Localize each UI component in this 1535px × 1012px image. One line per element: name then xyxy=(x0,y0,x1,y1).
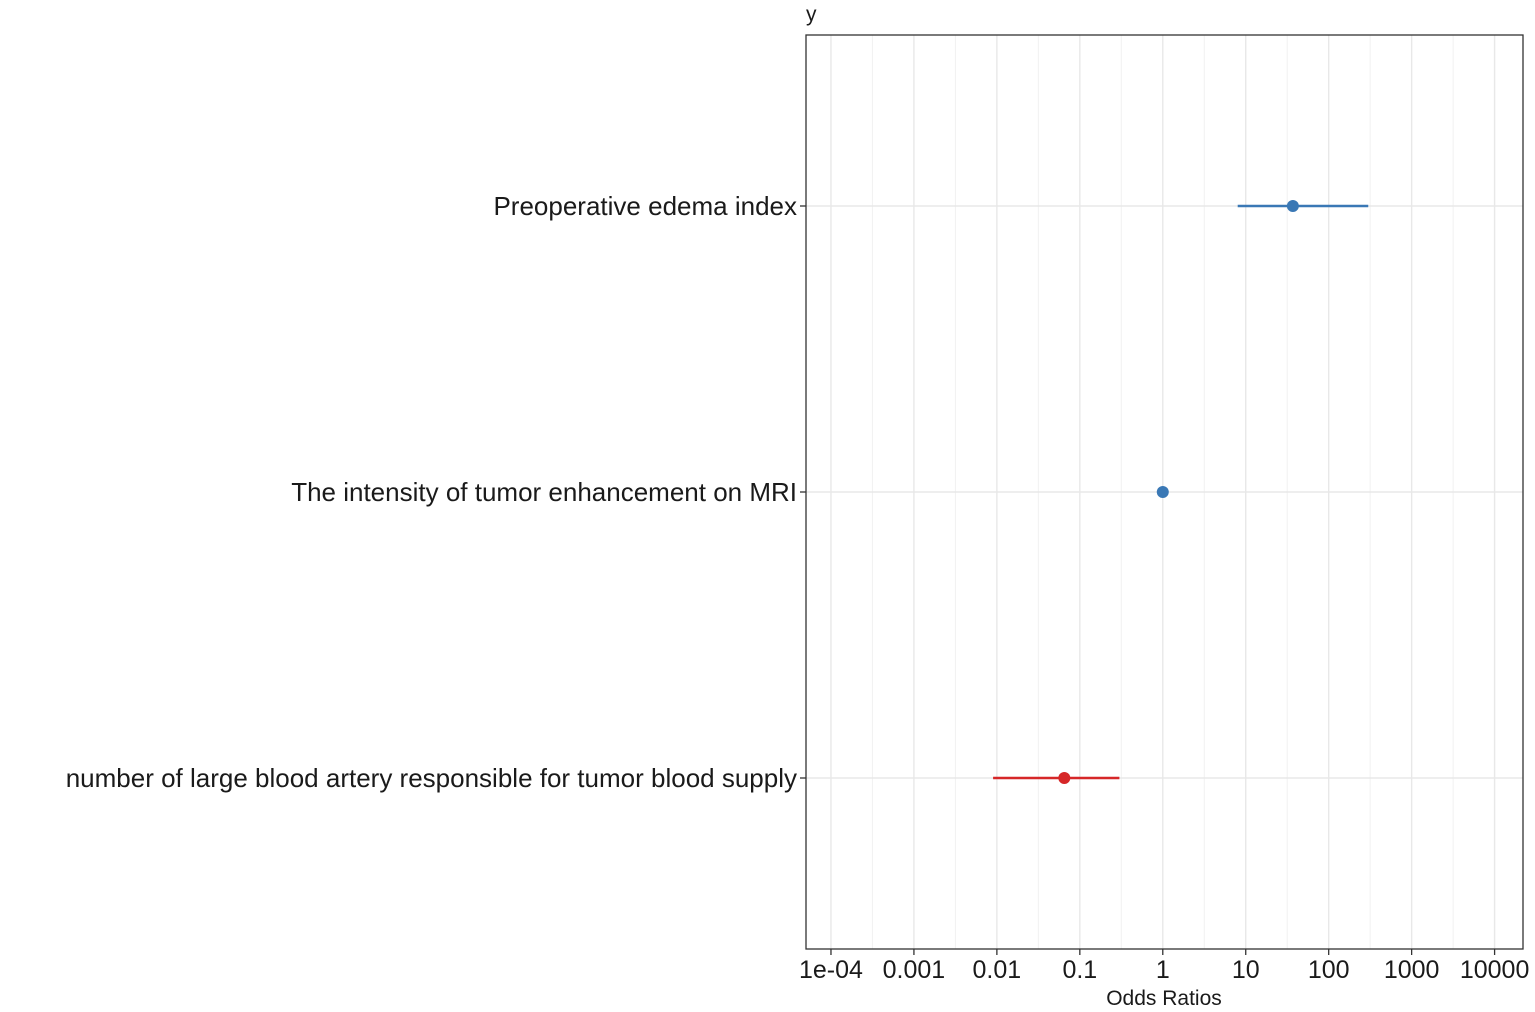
grid-lines xyxy=(806,35,1523,949)
y-tick-label: The intensity of tumor enhancement on MR… xyxy=(291,477,797,507)
corner-label: y xyxy=(806,3,817,26)
y-tick-label: number of large blood artery responsible… xyxy=(66,763,797,793)
y-tick-label: Preoperative edema index xyxy=(493,191,797,221)
x-axis-title: Odds Ratios xyxy=(1106,987,1222,1010)
data-marks xyxy=(993,200,1369,784)
x-tick-label: 100 xyxy=(1308,956,1350,984)
x-tick-label: 0.01 xyxy=(973,956,1022,984)
x-tick-label: 0.001 xyxy=(883,956,946,984)
odds-ratio-point xyxy=(1286,200,1299,212)
x-tick-label: 1e-04 xyxy=(799,956,863,984)
x-tick-label: 0.1 xyxy=(1062,956,1097,984)
x-tick-label: 1000 xyxy=(1384,956,1440,984)
x-tick-label: 1 xyxy=(1156,956,1170,984)
axes: Preoperative edema index The intensity of… xyxy=(66,191,1530,984)
x-tick-label: 10000 xyxy=(1460,956,1530,984)
x-tick-label: 10 xyxy=(1232,956,1260,984)
odds-ratio-point xyxy=(1156,486,1169,498)
odds-ratio-point xyxy=(1058,772,1071,784)
